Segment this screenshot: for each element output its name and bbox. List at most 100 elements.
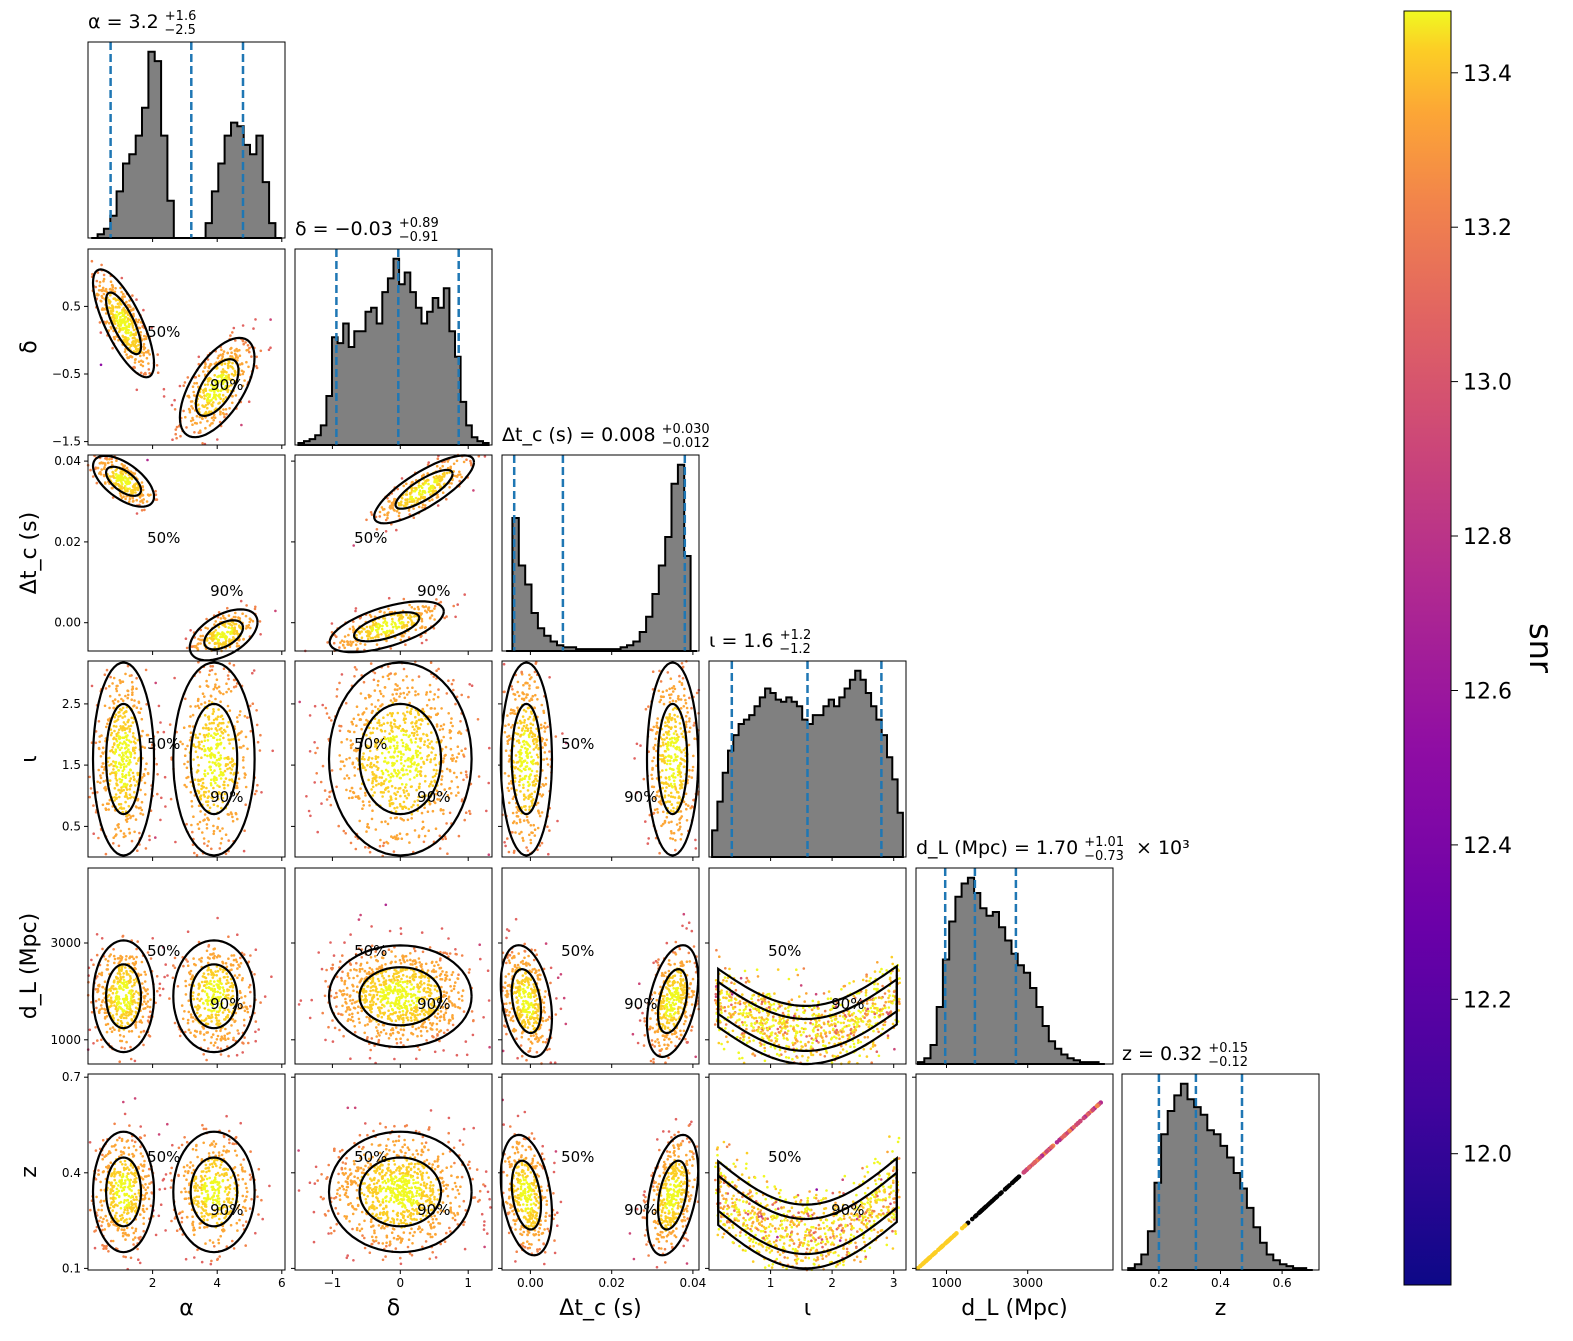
scatter-point: [128, 989, 132, 993]
scatter-point: [90, 259, 94, 263]
scatter-point: [410, 758, 413, 762]
scatter-point: [445, 767, 449, 771]
scatter-point: [191, 416, 194, 420]
scatter-point: [128, 299, 131, 302]
scatter-point: [363, 643, 367, 646]
scatter-point: [529, 722, 532, 725]
scatter-point: [405, 743, 408, 746]
scatter-point: [98, 284, 101, 288]
scatter-point: [342, 644, 345, 647]
scatter-point: [364, 697, 367, 700]
scatter-point: [209, 756, 213, 759]
scatter-point: [228, 761, 232, 764]
scatter-point: [202, 370, 205, 373]
scatter-point: [164, 805, 167, 808]
scatter-point: [100, 765, 104, 768]
scatter-point: [658, 700, 661, 704]
scatter-point: [125, 784, 128, 787]
scatter-point: [537, 747, 540, 751]
scatter-point: [123, 350, 127, 354]
scatter-point: [197, 355, 201, 359]
scatter-point: [104, 287, 108, 291]
scatter-point: [230, 624, 234, 627]
scatter-point: [118, 477, 121, 481]
scatter-point: [226, 606, 229, 610]
scatter-point: [113, 961, 116, 965]
scatter-point: [445, 497, 448, 501]
scatter-point: [403, 714, 407, 717]
scatter-point: [258, 749, 262, 752]
scatter-point: [682, 705, 686, 708]
scatter-point: [366, 825, 369, 829]
scatter-point: [105, 1030, 109, 1034]
scatter-point: [139, 1030, 143, 1034]
scatter-point: [214, 629, 217, 632]
scatter-point: [378, 515, 382, 518]
scatter-point: [665, 786, 668, 789]
scatter-point: [132, 775, 135, 778]
scatter-point: [679, 775, 683, 778]
scatter-point: [413, 728, 416, 731]
scatter-point: [182, 726, 186, 729]
scatter-point: [328, 795, 331, 798]
scatter-point: [373, 776, 376, 779]
scatter-point: [462, 778, 465, 782]
scatter-point: [236, 817, 239, 821]
scatter-point: [118, 324, 121, 328]
scatter-point: [435, 713, 439, 717]
scatter-point: [98, 321, 102, 324]
scatter-point: [367, 778, 370, 782]
scatter-point: [450, 482, 453, 485]
scatter-point: [127, 804, 131, 808]
scatter-point: [144, 1007, 147, 1010]
scatter-point: [387, 596, 391, 600]
scatter-point: [313, 704, 317, 708]
scatter-point: [658, 669, 661, 673]
scatter-panel-0-2: [86, 454, 277, 653]
scatter-point: [99, 776, 103, 780]
scatter-point: [245, 360, 248, 364]
scatter-point: [200, 756, 203, 759]
scatter-point: [674, 700, 678, 703]
scatter-point: [98, 740, 101, 744]
scatter-point: [405, 706, 409, 709]
scatter-point: [104, 1008, 107, 1012]
scatter-point: [357, 795, 360, 798]
scatter-point: [349, 739, 353, 742]
scatter-point: [243, 829, 246, 832]
scatter-point: [430, 707, 433, 710]
scatter-point: [525, 815, 529, 819]
scatter-point: [227, 614, 231, 617]
scatter-point: [671, 774, 675, 778]
scatter-point: [212, 779, 216, 782]
scatter-point: [393, 688, 397, 691]
scatter-point: [219, 754, 222, 757]
scatter-point: [269, 318, 272, 321]
scatter-point: [359, 642, 362, 645]
scatter-point: [659, 799, 662, 803]
scatter-point: [208, 765, 211, 769]
scatter-point: [203, 818, 206, 821]
scatter-point: [518, 832, 521, 836]
scatter-point: [370, 513, 374, 516]
scatter-point: [125, 759, 128, 762]
scatter-point: [118, 327, 121, 330]
scatter-point: [535, 770, 539, 773]
scatter-point: [198, 743, 201, 746]
scatter-point: [227, 757, 230, 761]
scatter-point: [201, 777, 205, 781]
scatter-point: [525, 724, 529, 727]
scatter-point: [377, 679, 380, 683]
scatter-point: [661, 741, 665, 744]
scatter-point: [423, 834, 427, 838]
scatter-point: [678, 821, 682, 825]
scatter-point: [420, 718, 424, 721]
scatter-point: [361, 807, 364, 810]
scatter-point: [206, 739, 210, 742]
scatter-point: [540, 726, 543, 730]
scatter-point: [399, 614, 403, 618]
scatter-point: [102, 308, 105, 311]
scatter-point: [357, 713, 360, 717]
scatter-point: [387, 750, 391, 754]
scatter-point: [109, 996, 113, 999]
